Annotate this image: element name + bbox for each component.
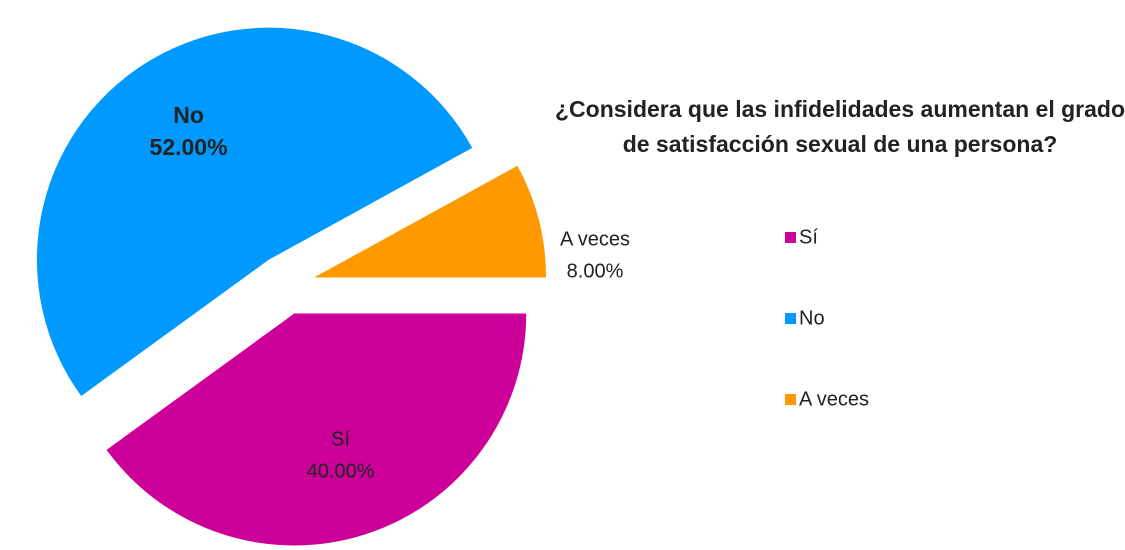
pie-slice	[314, 165, 547, 278]
data-label-name: A veces	[560, 228, 630, 250]
data-label-name: Sí	[331, 428, 350, 450]
legend-swatch	[785, 394, 796, 405]
data-label-value: 52.00%	[150, 134, 228, 160]
legend-label: No	[799, 307, 825, 329]
legend-swatch	[785, 313, 796, 324]
data-label-value: 40.00%	[307, 460, 375, 482]
data-label-value: 8.00%	[567, 260, 624, 282]
chart-title: ¿Considera que las infidelidades aumenta…	[555, 96, 1125, 157]
legend-label: Sí	[799, 226, 818, 248]
legend-swatch	[785, 232, 796, 243]
pie-slice	[36, 27, 473, 397]
pie-slice	[106, 313, 527, 546]
legend-label: A veces	[799, 388, 869, 410]
data-label-name: No	[173, 102, 204, 128]
